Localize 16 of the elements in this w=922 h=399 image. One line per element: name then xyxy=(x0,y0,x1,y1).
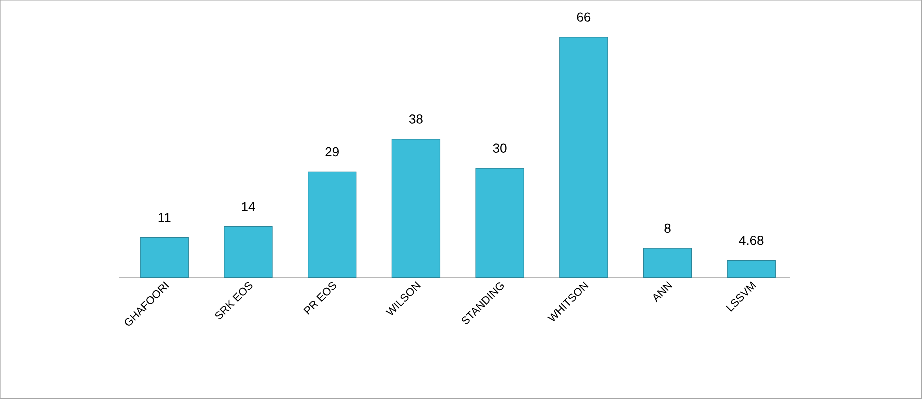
data-label: 66 xyxy=(577,12,591,22)
bar xyxy=(392,138,441,278)
data-label: 14 xyxy=(242,202,256,212)
bar xyxy=(643,248,692,278)
data-label: 8 xyxy=(664,224,671,233)
bar xyxy=(224,226,273,278)
data-label: 38 xyxy=(409,114,423,124)
bar xyxy=(476,168,524,278)
data-label: 11 xyxy=(158,213,171,222)
data-label: 4.68 xyxy=(739,236,764,246)
bar xyxy=(308,172,357,278)
bar xyxy=(727,260,776,278)
bar xyxy=(560,36,608,278)
data-label: 29 xyxy=(326,147,339,156)
bar xyxy=(140,237,189,278)
data-label: 30 xyxy=(493,144,507,153)
